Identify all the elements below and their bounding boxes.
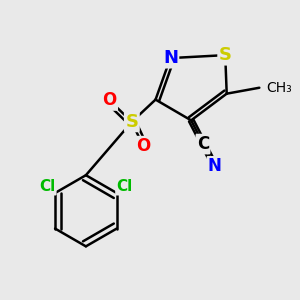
Text: O: O — [103, 92, 117, 110]
Text: Cl: Cl — [116, 179, 133, 194]
Text: O: O — [136, 137, 150, 155]
Text: N: N — [163, 49, 178, 67]
Text: N: N — [208, 157, 222, 175]
Text: S: S — [125, 113, 138, 131]
Text: S: S — [219, 46, 232, 64]
Text: CH₃: CH₃ — [267, 81, 292, 95]
Text: C: C — [197, 135, 209, 153]
Text: Cl: Cl — [39, 179, 56, 194]
